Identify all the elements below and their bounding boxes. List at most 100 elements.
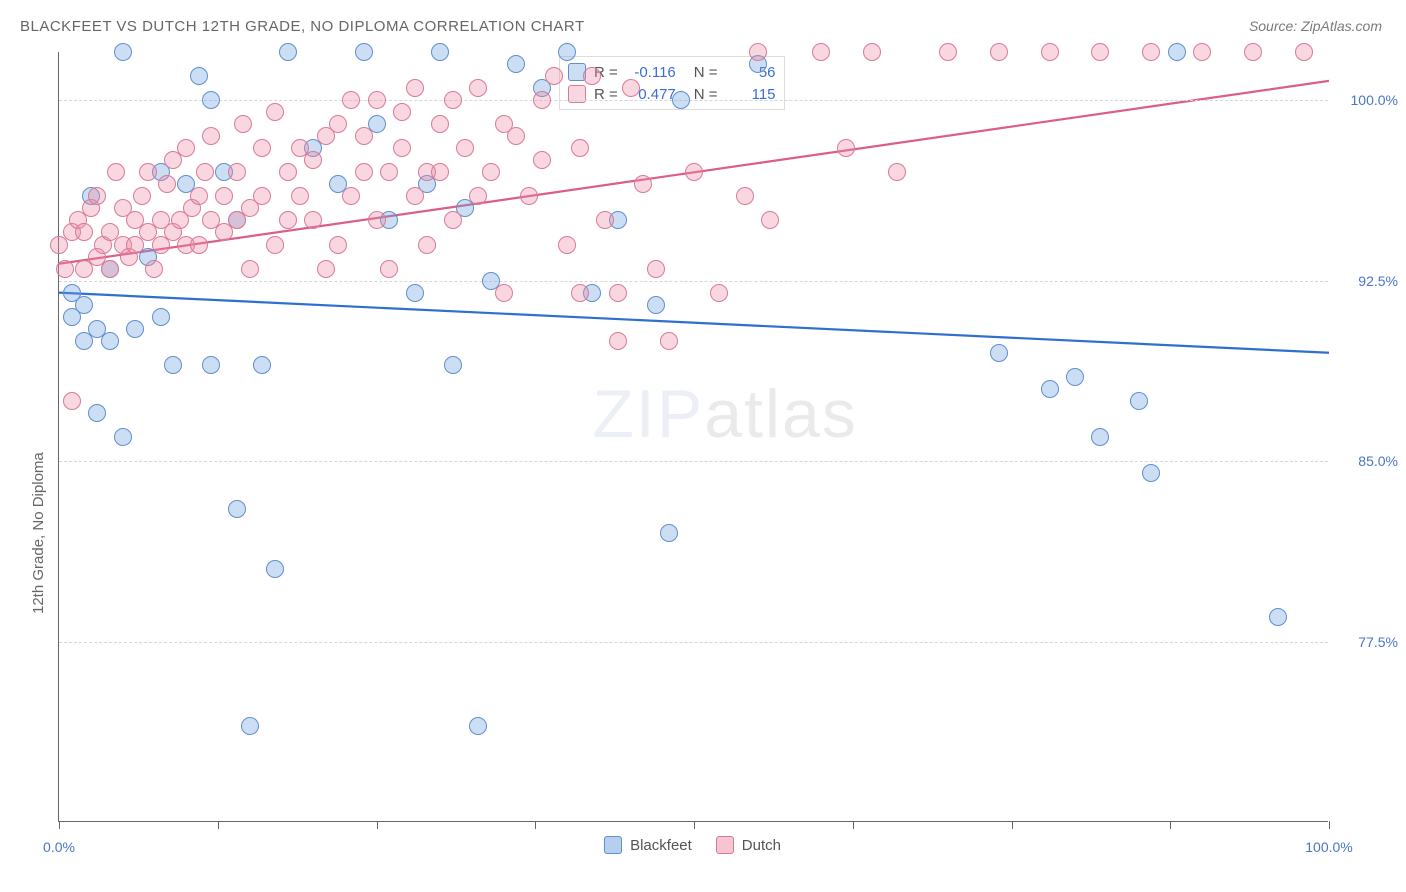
scatter-point-blackfeet xyxy=(241,717,259,735)
scatter-point-blackfeet xyxy=(469,717,487,735)
scatter-point-blackfeet xyxy=(164,356,182,374)
gridline xyxy=(59,281,1328,282)
scatter-point-dutch xyxy=(863,43,881,61)
scatter-point-dutch xyxy=(393,103,411,121)
scatter-point-blackfeet xyxy=(228,500,246,518)
scatter-point-dutch xyxy=(469,187,487,205)
scatter-point-blackfeet xyxy=(990,344,1008,362)
scatter-point-dutch xyxy=(304,211,322,229)
scatter-point-dutch xyxy=(368,91,386,109)
scatter-point-dutch xyxy=(190,187,208,205)
stat-r-value: -0.116 xyxy=(626,64,676,81)
scatter-point-blackfeet xyxy=(507,55,525,73)
watermark-b: atlas xyxy=(704,376,858,452)
scatter-point-blackfeet xyxy=(88,404,106,422)
x-tick xyxy=(218,821,219,829)
scatter-point-dutch xyxy=(418,236,436,254)
scatter-point-dutch xyxy=(241,260,259,278)
y-tick-label: 100.0% xyxy=(1338,92,1398,108)
scatter-point-blackfeet xyxy=(126,320,144,338)
scatter-point-dutch xyxy=(571,139,589,157)
scatter-point-dutch xyxy=(107,163,125,181)
scatter-point-dutch xyxy=(329,236,347,254)
scatter-point-dutch xyxy=(406,187,424,205)
x-tick xyxy=(1012,821,1013,829)
scatter-point-blackfeet xyxy=(202,91,220,109)
scatter-point-dutch xyxy=(291,187,309,205)
scatter-point-dutch xyxy=(196,163,214,181)
scatter-point-dutch xyxy=(583,67,601,85)
scatter-point-dutch xyxy=(279,211,297,229)
chart-container: BLACKFEET VS DUTCH 12TH GRADE, NO DIPLOM… xyxy=(0,0,1406,892)
scatter-point-blackfeet xyxy=(660,524,678,542)
scatter-point-blackfeet xyxy=(202,356,220,374)
scatter-point-dutch xyxy=(482,163,500,181)
scatter-point-dutch xyxy=(456,139,474,157)
scatter-point-dutch xyxy=(355,163,373,181)
scatter-point-blackfeet xyxy=(75,296,93,314)
source-attribution: Source: ZipAtlas.com xyxy=(1249,18,1382,34)
x-tick xyxy=(377,821,378,829)
x-tick xyxy=(1329,821,1330,829)
scatter-point-dutch xyxy=(133,187,151,205)
legend-swatch xyxy=(604,836,622,854)
x-tick xyxy=(1170,821,1171,829)
scatter-point-dutch xyxy=(393,139,411,157)
scatter-point-dutch xyxy=(837,139,855,157)
chart-title: BLACKFEET VS DUTCH 12TH GRADE, NO DIPLOM… xyxy=(20,18,585,35)
source-name: ZipAtlas.com xyxy=(1301,18,1382,34)
scatter-point-dutch xyxy=(444,211,462,229)
scatter-point-blackfeet xyxy=(114,43,132,61)
source-label: Source: xyxy=(1249,18,1297,34)
x-tick xyxy=(694,821,695,829)
scatter-point-dutch xyxy=(507,127,525,145)
scatter-point-dutch xyxy=(545,67,563,85)
x-tick xyxy=(59,821,60,829)
scatter-point-dutch xyxy=(215,187,233,205)
legend-label: Dutch xyxy=(742,837,781,854)
scatter-point-dutch xyxy=(469,79,487,97)
x-tick xyxy=(535,821,536,829)
scatter-point-dutch xyxy=(1091,43,1109,61)
scatter-point-dutch xyxy=(812,43,830,61)
scatter-point-blackfeet xyxy=(1130,392,1148,410)
scatter-point-dutch xyxy=(495,284,513,302)
scatter-point-dutch xyxy=(368,211,386,229)
scatter-point-dutch xyxy=(355,127,373,145)
scatter-point-dutch xyxy=(685,163,703,181)
scatter-point-dutch xyxy=(88,187,106,205)
scatter-point-dutch xyxy=(660,332,678,350)
scatter-point-blackfeet xyxy=(190,67,208,85)
scatter-point-dutch xyxy=(304,151,322,169)
scatter-point-blackfeet xyxy=(1269,608,1287,626)
scatter-point-dutch xyxy=(380,260,398,278)
scatter-point-dutch xyxy=(145,260,163,278)
watermark: ZIPatlas xyxy=(592,375,857,453)
legend-item-blackfeet: Blackfeet xyxy=(604,836,692,854)
scatter-point-dutch xyxy=(266,236,284,254)
scatter-point-dutch xyxy=(266,103,284,121)
scatter-point-dutch xyxy=(444,91,462,109)
scatter-point-dutch xyxy=(596,211,614,229)
scatter-point-dutch xyxy=(571,284,589,302)
scatter-point-dutch xyxy=(710,284,728,302)
scatter-point-dutch xyxy=(75,223,93,241)
scatter-point-blackfeet xyxy=(253,356,271,374)
scatter-point-blackfeet xyxy=(647,296,665,314)
scatter-point-dutch xyxy=(253,187,271,205)
scatter-point-blackfeet xyxy=(1091,428,1109,446)
y-tick-label: 77.5% xyxy=(1338,634,1398,650)
watermark-a: ZIP xyxy=(592,376,704,452)
scatter-point-dutch xyxy=(736,187,754,205)
legend-swatch xyxy=(716,836,734,854)
scatter-point-blackfeet xyxy=(266,560,284,578)
scatter-point-dutch xyxy=(1244,43,1262,61)
scatter-point-dutch xyxy=(533,91,551,109)
gridline xyxy=(59,100,1328,101)
scatter-point-dutch xyxy=(431,163,449,181)
scatter-point-blackfeet xyxy=(114,428,132,446)
scatter-point-dutch xyxy=(63,392,81,410)
scatter-point-dutch xyxy=(380,163,398,181)
scatter-point-dutch xyxy=(431,115,449,133)
scatter-point-dutch xyxy=(101,260,119,278)
